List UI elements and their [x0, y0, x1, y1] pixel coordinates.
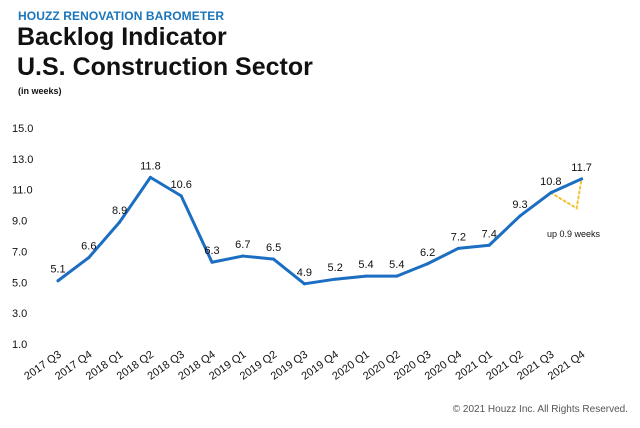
- data-point: [487, 243, 491, 247]
- data-point: [179, 194, 183, 198]
- data-point: [87, 256, 91, 260]
- data-label: 8.9: [112, 205, 127, 217]
- y-tick-label: 13.0: [12, 154, 33, 166]
- data-point: [56, 279, 60, 283]
- data-point: [580, 177, 584, 181]
- data-point: [395, 274, 399, 278]
- data-label: 5.1: [50, 264, 65, 276]
- data-point: [333, 277, 337, 281]
- annotation-triangle: [549, 177, 583, 210]
- data-point: [241, 254, 245, 258]
- data-point: [364, 274, 368, 278]
- data-point: [210, 260, 214, 264]
- y-tick-label: 15.0: [12, 123, 33, 135]
- data-point: [302, 282, 306, 286]
- data-label: 5.2: [328, 262, 343, 274]
- data-point: [272, 257, 276, 261]
- data-point: [456, 246, 460, 250]
- data-label: 10.6: [170, 179, 191, 191]
- chart-title-line2: U.S. Construction Sector: [17, 53, 313, 81]
- chart-title: Backlog Indicator U.S. Construction Sect…: [17, 22, 313, 82]
- brand-label: HOUZZ RENOVATION BAROMETER: [18, 9, 225, 23]
- series-line: [56, 175, 584, 286]
- chart-title-line1: Backlog Indicator: [17, 23, 227, 51]
- data-point: [426, 262, 430, 266]
- data-label: 6.2: [420, 247, 435, 259]
- data-label: 5.4: [389, 259, 404, 271]
- data-label: 11.8: [140, 160, 161, 172]
- data-point: [549, 191, 553, 195]
- data-label: 7.2: [451, 231, 466, 243]
- data-label: 11.7: [571, 162, 592, 174]
- y-tick-label: 9.0: [12, 216, 27, 228]
- y-tick-label: 7.0: [12, 246, 27, 258]
- chart-subtitle: (in weeks): [18, 86, 62, 96]
- data-label: 6.5: [266, 242, 281, 254]
- copyright-notice: © 2021 Houzz Inc. All Rights Reserved.: [452, 404, 628, 415]
- data-point: [518, 214, 522, 218]
- data-label: 7.4: [482, 228, 497, 240]
- y-tick-label: 11.0: [12, 185, 33, 197]
- data-label: 6.6: [81, 241, 96, 253]
- data-point: [118, 220, 122, 224]
- annotation-label: up 0.9 weeks: [547, 229, 601, 239]
- data-label: 10.8: [540, 176, 561, 188]
- data-label: 4.9: [297, 267, 312, 279]
- data-point: [148, 175, 152, 179]
- y-tick-label: 3.0: [12, 308, 27, 320]
- y-tick-label: 5.0: [12, 277, 27, 289]
- data-label: 6.3: [204, 245, 219, 257]
- data-label: 6.7: [235, 239, 250, 251]
- data-label: 9.3: [512, 199, 527, 211]
- y-tick-label: 1.0: [12, 339, 27, 351]
- data-label: 5.4: [358, 259, 373, 271]
